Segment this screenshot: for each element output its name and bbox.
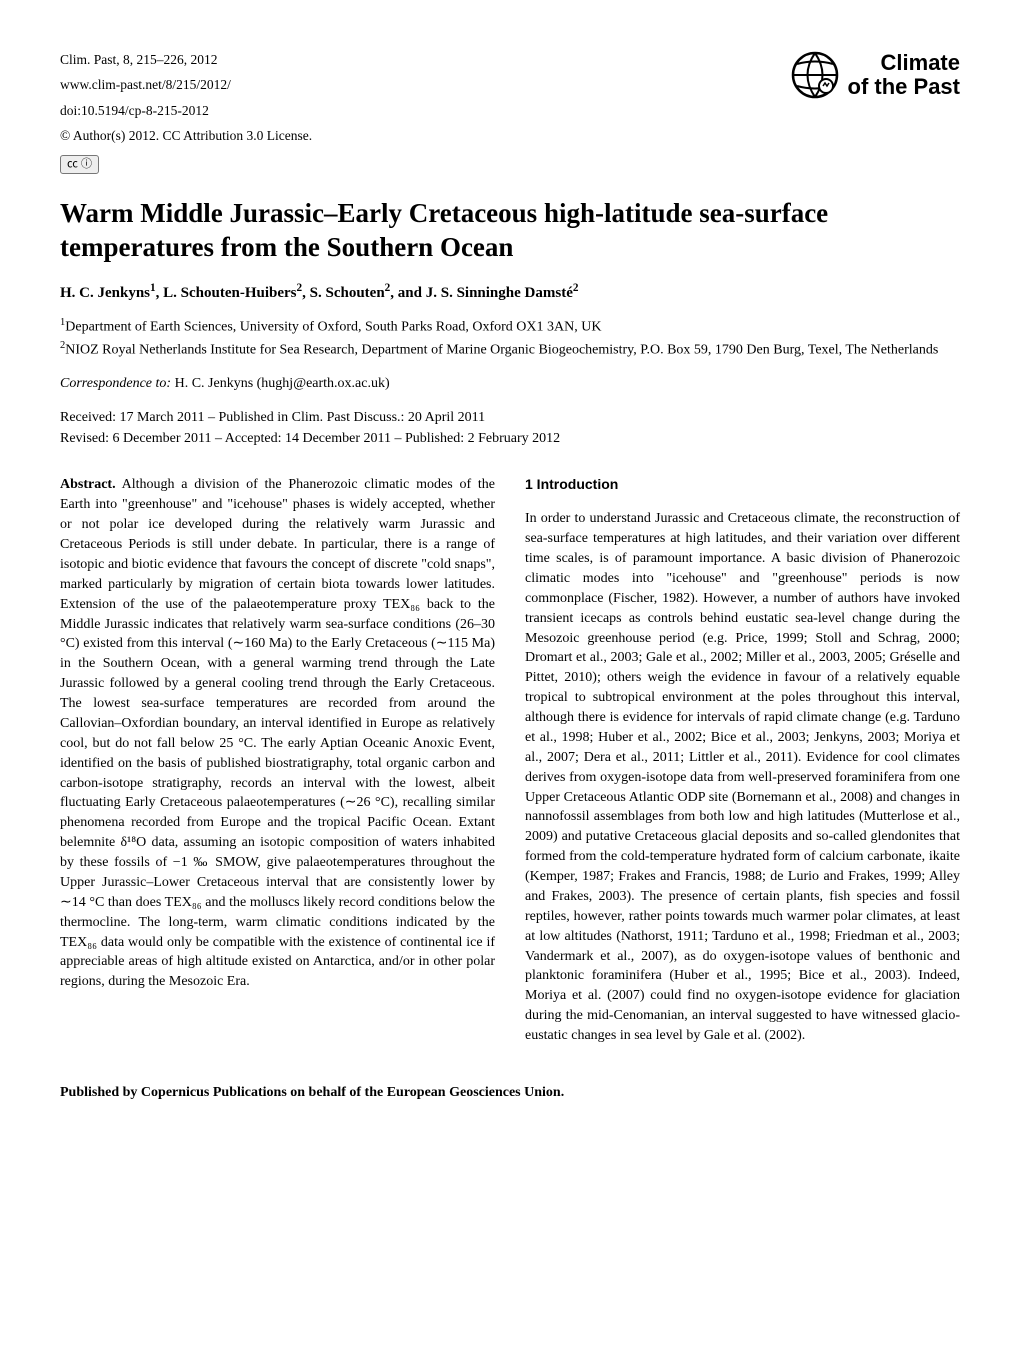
- header-row: Clim. Past, 8, 215–226, 2012 www.clim-pa…: [60, 50, 960, 174]
- abstract-text: Although a division of the Phanerozoic c…: [60, 477, 495, 989]
- right-column: 1 Introduction In order to understand Ju…: [525, 475, 960, 1046]
- affiliation-1: 1Department of Earth Sciences, Universit…: [60, 315, 960, 338]
- author-list: H. C. Jenkyns1, L. Schouten-Huibers2, S.…: [60, 281, 960, 303]
- abstract-paragraph: Abstract. Although a division of the Pha…: [60, 475, 495, 992]
- affiliation-2: 2NIOZ Royal Netherlands Institute for Se…: [60, 338, 960, 361]
- journal-name-line1: Climate: [848, 51, 960, 75]
- header-meta-block: Clim. Past, 8, 215–226, 2012 www.clim-pa…: [60, 50, 312, 174]
- section-1-heading: 1 Introduction: [525, 475, 960, 495]
- left-column: Abstract. Although a division of the Pha…: [60, 475, 495, 1046]
- url: www.clim-past.net/8/215/2012/: [60, 75, 312, 95]
- paper-title: Warm Middle Jurassic–Early Cretaceous hi…: [60, 196, 960, 265]
- section-1-text: In order to understand Jurassic and Cret…: [525, 509, 960, 1046]
- citation: Clim. Past, 8, 215–226, 2012: [60, 50, 312, 70]
- publication-dates: Received: 17 March 2011 – Published in C…: [60, 407, 960, 449]
- journal-name-block: Climate of the Past: [848, 51, 960, 99]
- body-two-column: Abstract. Although a division of the Pha…: [60, 475, 960, 1046]
- dates-line1: Received: 17 March 2011 – Published in C…: [60, 407, 960, 428]
- page-footer: Published by Copernicus Publications on …: [60, 1084, 960, 1103]
- abstract-label: Abstract.: [60, 477, 116, 492]
- doi: doi:10.5194/cp-8-215-2012: [60, 101, 312, 121]
- affiliations-block: 1Department of Earth Sciences, Universit…: [60, 315, 960, 360]
- correspondence-text: H. C. Jenkyns (hughj@earth.ox.ac.uk): [171, 376, 390, 391]
- cc-badge-icon: ㏄ ⓘ: [60, 155, 99, 174]
- globe-icon: [790, 50, 840, 100]
- copyright: © Author(s) 2012. CC Attribution 3.0 Lic…: [60, 126, 312, 146]
- dates-line2: Revised: 6 December 2011 – Accepted: 14 …: [60, 428, 960, 449]
- journal-name-line2: of the Past: [848, 75, 960, 99]
- correspondence-label: Correspondence to:: [60, 376, 171, 391]
- correspondence: Correspondence to: H. C. Jenkyns (hughj@…: [60, 375, 960, 394]
- journal-logo: Climate of the Past: [790, 50, 960, 100]
